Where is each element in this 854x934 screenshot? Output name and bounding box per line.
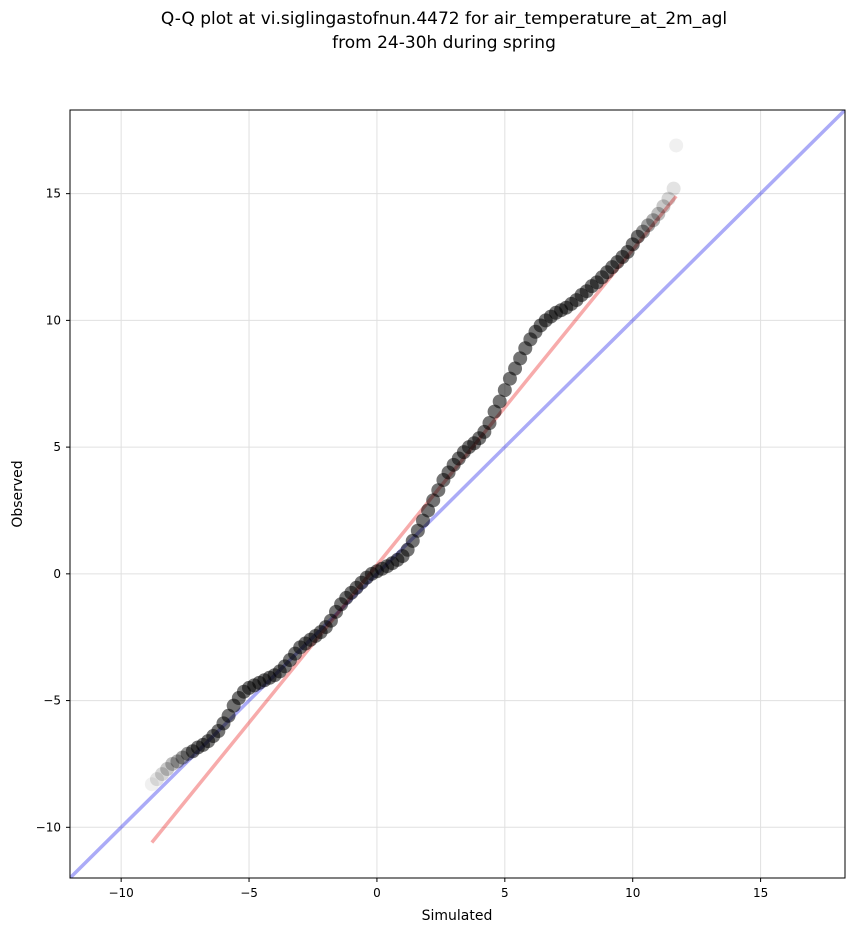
data-point (635, 224, 650, 239)
data-point (144, 777, 159, 792)
grid (70, 110, 845, 878)
y-tick-label: −10 (36, 820, 61, 834)
chart-title-line-1: Q-Q plot at vi.siglingastofnun.4472 for … (161, 9, 727, 29)
plot-frame (69, 109, 846, 879)
data-point (482, 416, 497, 431)
y-tick-label: −5 (43, 694, 61, 708)
x-tick-label: 15 (753, 886, 768, 900)
data-point (149, 772, 164, 787)
data-point (651, 206, 666, 221)
x-tick-label: 5 (501, 886, 509, 900)
fit-line (150, 195, 678, 844)
data-points (144, 138, 684, 792)
data-point (666, 181, 681, 196)
x-axis-label: Simulated (422, 908, 493, 924)
data-point (165, 756, 180, 771)
data-point (155, 767, 170, 782)
y-tick-label: 5 (53, 440, 61, 454)
x-tick-label: 10 (625, 886, 640, 900)
x-tick-label: −10 (108, 886, 133, 900)
data-point (497, 383, 512, 398)
y-axis-label: Observed (10, 460, 26, 527)
y-axis-ticks: −10 −5 0 5 10 15 (36, 187, 70, 834)
data-point (656, 199, 671, 214)
data-point (641, 218, 656, 233)
data-point (669, 138, 684, 153)
data-point (646, 213, 661, 228)
chart-title: Q-Q plot at vi.siglingastofnun.4472 for … (161, 9, 727, 53)
data-point (630, 229, 645, 244)
data-point (160, 762, 175, 777)
data-point (661, 191, 676, 206)
data-point (175, 750, 190, 765)
y-tick-label: 0 (53, 567, 61, 581)
data-point (170, 754, 185, 769)
x-axis-ticks: −10 −5 0 5 10 15 (108, 878, 768, 900)
x-tick-label: −5 (240, 886, 258, 900)
y-tick-label: 10 (46, 313, 61, 327)
chart-title-line-2: from 24-30h during spring (332, 33, 556, 53)
x-tick-label: 0 (373, 886, 381, 900)
data-point (492, 394, 507, 409)
y-tick-label: 15 (46, 187, 61, 201)
